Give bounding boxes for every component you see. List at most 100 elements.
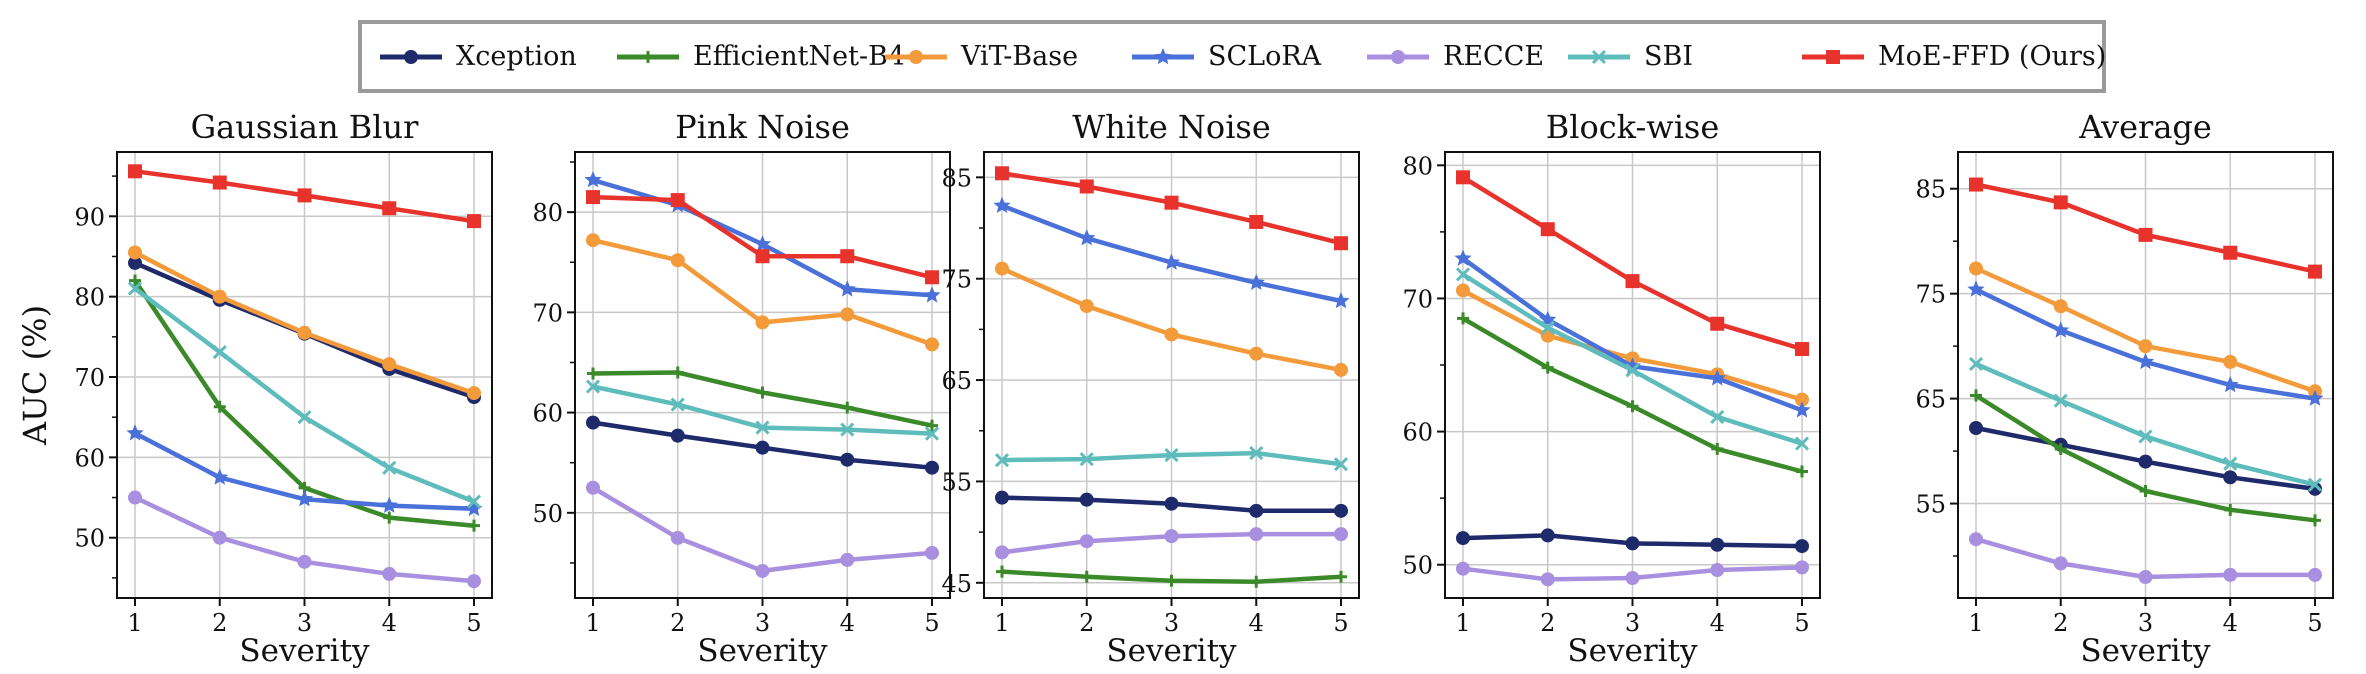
legend-label: EfficientNet-B4 [693,41,906,72]
panel-block-wise: Block-wise 50 60 70 80 1 2 3 4 5 Severity [1402,108,1821,669]
series-sbi [585,379,940,441]
data-point [465,499,483,517]
data-point [1079,179,1094,194]
series-sbi [994,445,1349,472]
y-tick-label: 85 [941,164,972,192]
data-point [1540,320,1555,335]
data-point [382,566,397,581]
y-tick-label: 80 [532,199,563,227]
data-point [2223,354,2238,369]
series-efficientnet-b4 [1970,389,2321,527]
data-point [993,196,1011,213]
y-tick-label: 50 [1402,552,1433,580]
data-point [2308,567,2322,582]
legend-item-sclora: SCLoRA [1132,24,1321,89]
data-point [1078,229,1096,246]
data-point [212,530,227,545]
data-point [466,494,482,509]
data-point [1333,457,1349,472]
x-axis-label: Severity [1567,633,1698,669]
y-tick-label: 70 [532,299,563,327]
data-point [1249,346,1264,361]
data-point [670,193,685,208]
panel-title: Block-wise [1546,108,1720,146]
x-axis-label: Severity [1106,633,1237,669]
series-sclora [1967,280,2324,406]
series-vit-base [1969,261,2322,399]
x-tick-label: 4 [840,609,855,637]
data-point [755,563,770,578]
data-point [1456,531,1470,546]
data-point [382,201,397,216]
data-point [840,422,855,437]
series-vit-base [128,245,481,401]
legend-label: MoE-FFD (Ours) [1878,41,2107,72]
series-sbi [1455,267,1810,451]
data-point [2223,470,2238,485]
data-point [128,255,142,270]
data-point [1710,316,1725,331]
data-point [1795,539,1809,554]
series-efficientnet-b4 [996,565,1347,588]
data-point [1334,527,1348,542]
series-xception [1456,528,1809,554]
data-point [994,453,1010,468]
series-efficientnet-b4 [587,366,938,432]
x-axis-label: Severity [239,633,370,669]
data-point [838,280,856,297]
data-point [297,325,312,340]
data-point [1164,195,1179,210]
data-point [755,420,770,435]
x-tick-label: 3 [297,609,312,637]
data-point [1334,362,1348,377]
data-point [671,366,684,379]
y-tick-label: 60 [1402,419,1433,447]
data-point [2139,484,2152,497]
x-tick-label: 2 [670,609,685,637]
data-point [1249,445,1264,461]
legend-label: RECCE [1443,41,1545,72]
data-point [2138,339,2153,354]
y-tick-label: 85 [1915,176,1946,204]
data-point [1079,492,1094,507]
y-tick-label: 60 [74,444,105,472]
data-point [753,235,772,252]
data-point [382,357,397,372]
series-recce [128,490,481,589]
data-point [1710,563,1725,578]
y-tick-label: 65 [1915,386,1946,414]
data-point [756,386,769,399]
legend-swatch-moe-ffd-ours [1802,49,1864,64]
legend-marker [642,50,654,63]
data-point [1540,572,1555,587]
data-point [383,511,396,524]
data-point [585,379,601,394]
data-point [467,214,481,229]
data-point [2306,389,2324,406]
data-point [1079,534,1094,549]
data-point [126,424,144,441]
data-point [295,490,314,507]
legend-swatch-xception [380,49,442,64]
panel-pink-noise: Pink Noise 50 60 70 80 1 2 3 4 5 Severity [532,108,951,669]
data-point [925,337,939,352]
data-point [128,490,142,505]
y-tick-label: 50 [74,525,105,553]
series-moe-ffd-ours [995,166,1348,251]
data-point [1540,222,1555,237]
legend-marker [1154,47,1172,64]
data-point [1794,436,1810,451]
x-tick-label: 4 [1710,609,1725,637]
data-point [1249,503,1264,518]
data-point [2223,456,2238,471]
data-point [586,233,600,248]
data-point [755,440,770,455]
data-point [2223,567,2238,582]
data-point [1079,452,1094,467]
series-vit-base [995,261,1348,377]
legend-swatch-recce [1367,49,1429,64]
series-recce [1969,532,2322,585]
x-tick-label: 3 [755,609,770,637]
series-recce [1456,560,1809,587]
